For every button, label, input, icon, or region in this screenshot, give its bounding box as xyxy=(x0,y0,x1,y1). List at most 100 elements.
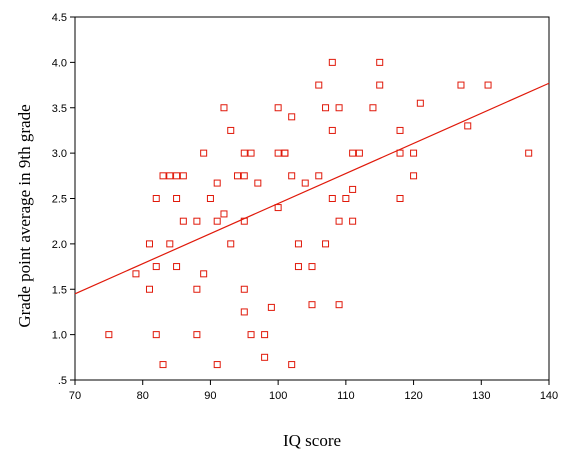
data-point xyxy=(464,122,472,130)
data-point xyxy=(267,303,275,311)
data-point xyxy=(335,217,343,225)
data-point xyxy=(294,263,302,271)
data-point xyxy=(173,195,181,202)
data-point xyxy=(274,204,282,212)
x-tick-label: 90 xyxy=(204,390,216,402)
plot-area xyxy=(74,16,550,381)
data-point xyxy=(220,210,228,218)
data-point xyxy=(227,240,235,248)
data-point xyxy=(288,113,296,121)
data-point xyxy=(349,185,357,193)
data-point xyxy=(200,270,208,278)
data-point xyxy=(396,149,404,157)
data-point xyxy=(281,149,289,157)
data-point xyxy=(355,149,363,157)
x-tick-label: 70 xyxy=(69,390,81,402)
regression-line xyxy=(74,82,550,295)
data-point xyxy=(315,172,323,180)
y-tick-label: .5 xyxy=(58,375,67,387)
data-point xyxy=(132,270,140,278)
y-tick-label: 2.5 xyxy=(52,194,67,206)
data-point xyxy=(213,361,221,369)
data-point xyxy=(261,353,269,361)
data-point xyxy=(410,172,418,180)
y-tick-label: 4.5 xyxy=(52,12,67,24)
data-point xyxy=(213,179,221,187)
data-point xyxy=(105,331,113,339)
data-point xyxy=(376,81,384,89)
plot-frame xyxy=(74,16,550,381)
data-point xyxy=(247,149,255,157)
data-point xyxy=(227,126,235,134)
data-points xyxy=(105,58,533,369)
data-point xyxy=(220,104,228,112)
data-point xyxy=(274,104,282,112)
data-point xyxy=(261,331,269,339)
data-point xyxy=(396,195,404,202)
data-point xyxy=(152,195,160,202)
data-point xyxy=(254,179,262,187)
data-point xyxy=(145,240,153,248)
data-point xyxy=(335,301,343,309)
data-point xyxy=(234,172,242,180)
x-tick-label: 140 xyxy=(540,390,558,402)
data-point xyxy=(240,285,248,293)
data-point xyxy=(416,99,424,107)
data-point xyxy=(166,240,174,248)
data-point xyxy=(322,104,330,112)
data-point xyxy=(349,217,357,225)
x-axis-title: IQ score xyxy=(283,431,341,450)
y-tick-label: 4.0 xyxy=(52,57,67,69)
x-tick-label: 80 xyxy=(137,390,149,402)
data-point xyxy=(457,81,465,89)
y-tick-label: 1.5 xyxy=(52,284,67,296)
data-point xyxy=(206,195,214,202)
data-point xyxy=(200,149,208,157)
data-point xyxy=(369,104,377,112)
data-point xyxy=(240,149,248,157)
y-axis: .5 1.0 1.5 2.0 2.5 3.0 3.5 4.0 4.5 xyxy=(52,12,75,387)
data-point xyxy=(152,263,160,271)
data-point xyxy=(159,361,167,369)
data-point xyxy=(166,172,174,180)
y-tick-label: 2.0 xyxy=(52,239,67,251)
data-point xyxy=(308,301,316,309)
data-point xyxy=(328,58,336,66)
data-point xyxy=(396,126,404,134)
y-axis-title: Grade point average in 9th grade xyxy=(15,104,34,327)
data-point xyxy=(274,149,282,157)
data-point xyxy=(240,172,248,180)
data-point xyxy=(240,308,248,316)
data-point xyxy=(193,217,201,225)
x-tick-label: 100 xyxy=(269,390,287,402)
data-point xyxy=(322,240,330,248)
data-point xyxy=(410,149,418,157)
y-tick-label: 1.0 xyxy=(52,330,67,342)
x-axis: 70 80 90 100 110 120 130 140 xyxy=(69,380,558,402)
data-point xyxy=(342,195,350,202)
x-tick-label: 120 xyxy=(404,390,422,402)
data-point xyxy=(281,149,289,157)
data-point xyxy=(159,172,167,180)
data-point xyxy=(484,81,492,89)
data-point xyxy=(145,285,153,293)
data-point xyxy=(525,149,533,157)
data-point xyxy=(335,104,343,112)
data-point xyxy=(288,172,296,180)
data-point xyxy=(328,126,336,134)
data-point xyxy=(308,263,316,271)
data-point xyxy=(301,179,309,187)
data-point xyxy=(294,240,302,248)
data-point xyxy=(315,81,323,89)
data-point xyxy=(193,285,201,293)
data-point xyxy=(173,172,181,180)
data-point xyxy=(179,217,187,225)
data-point xyxy=(328,195,336,202)
data-point xyxy=(173,263,181,271)
data-point xyxy=(179,172,187,180)
data-point xyxy=(376,58,384,66)
x-tick-label: 110 xyxy=(337,390,355,402)
data-point xyxy=(288,361,296,369)
data-point xyxy=(193,331,201,339)
